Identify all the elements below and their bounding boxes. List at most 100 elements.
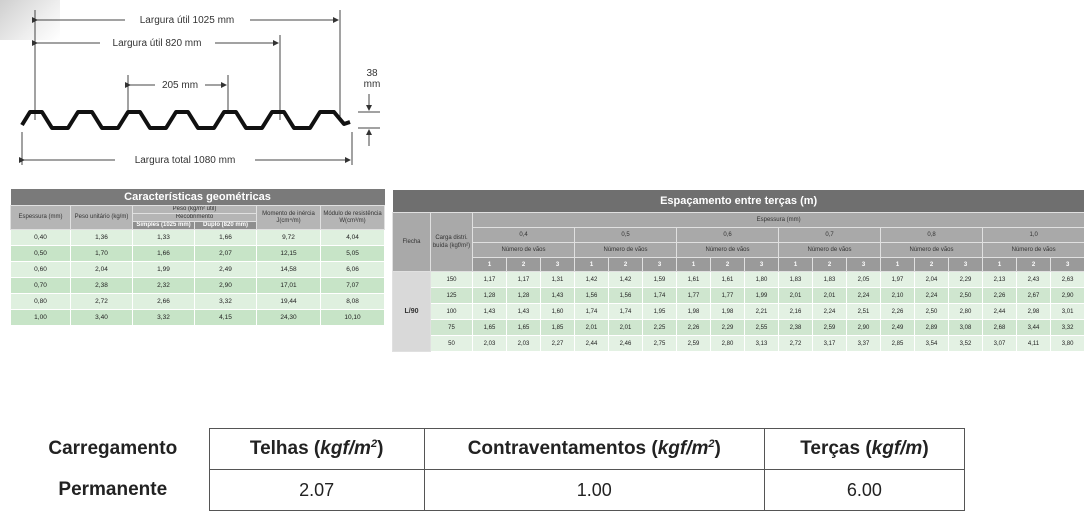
esp-value-cell: 2,50 xyxy=(914,303,949,320)
esp-span-header: 3 xyxy=(846,257,881,272)
loads-value-telhas: 2.07 xyxy=(208,469,425,511)
dim-useful-820: Largura útil 820 mm xyxy=(113,38,202,49)
esp-value-cell: 1,43 xyxy=(540,287,575,304)
geo-table-row: 0,40 1,36 1,33 1,66 9,72 4,04 xyxy=(10,229,386,246)
esp-table-row: 75 1,65 1,65 1,85 2,01 2,01 2,25 2,26 2,29 2,55 2,… xyxy=(393,319,1084,336)
esp-value-cell: 2,85 xyxy=(880,335,915,352)
geo-cell: 17,01 xyxy=(256,277,321,294)
esp-value-cell: 1,98 xyxy=(676,303,711,320)
esp-table-row: 125 1,28 1,28 1,43 1,56 1,56 1,74 1,77 1,77 1,99 2… xyxy=(393,287,1084,304)
geo-table-row: 1,00 3,40 3,32 4,15 24,30 10,10 xyxy=(10,309,386,326)
esp-span-header: 1 xyxy=(982,257,1017,272)
esp-value-cell: 2,13 xyxy=(982,271,1017,288)
geo-cell: 2,07 xyxy=(194,245,257,262)
esp-value-cell: 2,55 xyxy=(744,319,779,336)
geo-cell: 5,05 xyxy=(319,245,386,262)
esp-value-cell: 2,03 xyxy=(506,335,541,352)
esp-span-header: 3 xyxy=(744,257,779,272)
esp-value-cell: 2,90 xyxy=(846,319,881,336)
tile-profile-drawing: Largura útil 1025 mm Largura útil 820 mm… xyxy=(19,10,381,166)
esp-value-cell: 2,01 xyxy=(778,287,813,304)
esp-value-cell: 2,67 xyxy=(1016,287,1051,304)
esp-thickness-header: 0,4 xyxy=(472,227,575,243)
esp-value-cell: 3,80 xyxy=(1049,335,1084,352)
esp-value-cell: 2,38 xyxy=(778,319,813,336)
geo-cell: 1,36 xyxy=(70,229,133,246)
esp-value-cell: 2,26 xyxy=(880,303,915,320)
dim-useful-1025: Largura útil 1025 mm xyxy=(140,15,235,26)
esp-value-cell: 2,01 xyxy=(812,287,847,304)
esp-value-cell: 2,98 xyxy=(1016,303,1051,320)
esp-value-cell: 2,26 xyxy=(982,287,1017,304)
esp-vaos-header: Número de vãos xyxy=(574,242,677,258)
esp-value-cell: 1,31 xyxy=(540,271,575,288)
esp-value-cell: 1,74 xyxy=(642,287,677,304)
geo-cell: 19,44 xyxy=(256,293,321,310)
loads-row-label-1: Carregamento xyxy=(17,428,210,470)
esp-value-cell: 2,27 xyxy=(540,335,575,352)
esp-load-cell: 50 xyxy=(430,335,473,352)
esp-value-cell: 1,56 xyxy=(608,287,643,304)
geo-cell: 9,72 xyxy=(256,229,321,246)
esp-value-cell: 1,28 xyxy=(472,287,507,304)
esp-load-cell: 100 xyxy=(430,303,473,320)
esp-span-header: 2 xyxy=(914,257,949,272)
esp-value-cell: 2,24 xyxy=(846,287,881,304)
geo-cell: 2,90 xyxy=(194,277,257,294)
loads-row-label-2: Permanente xyxy=(17,469,210,511)
geo-header-modulo: Módulo de resistência W(cm³/m) xyxy=(319,205,386,230)
geo-cell: 2,72 xyxy=(70,293,133,310)
geo-cell: 1,33 xyxy=(132,229,195,246)
loads-header-telhas: Telhas (kgf/m2) xyxy=(208,428,425,470)
geo-table-row: 0,70 2,38 2,32 2,90 17,01 7,07 xyxy=(10,277,386,294)
geo-cell: 2,49 xyxy=(194,261,257,278)
esp-value-cell: 1,85 xyxy=(540,319,575,336)
esp-value-cell: 3,13 xyxy=(744,335,779,352)
esp-span-header: 1 xyxy=(778,257,813,272)
loads-value-tercas: 6.00 xyxy=(763,469,966,511)
dim-pitch: 205 mm xyxy=(162,80,198,91)
esp-flecha-value: L/90 xyxy=(392,271,431,352)
geo-cell: 1,00 xyxy=(10,309,71,326)
geo-table-row: 0,60 2,04 1,99 2,49 14,58 6,06 xyxy=(10,261,386,278)
geo-header-peso: Peso unitário (kg/m) xyxy=(70,205,133,230)
esp-vaos-header: Número de vãos xyxy=(981,242,1084,258)
esp-value-cell: 1,28 xyxy=(506,287,541,304)
geo-cell: 1,70 xyxy=(70,245,133,262)
geo-table-body: 0,40 1,36 1,33 1,66 9,72 4,04 0,50 1,70 1,66 2,07… xyxy=(10,229,386,326)
geo-cell: 7,07 xyxy=(319,277,386,294)
geo-cell: 2,66 xyxy=(132,293,195,310)
esp-value-cell: 1,61 xyxy=(710,271,745,288)
geo-header-simples: Simples (1025 mm) xyxy=(132,221,195,230)
esp-value-cell: 2,03 xyxy=(472,335,507,352)
geo-cell: 1,99 xyxy=(132,261,195,278)
geo-cell: 1,66 xyxy=(194,229,257,246)
esp-value-cell: 1,83 xyxy=(812,271,847,288)
geo-table-row: 0,80 2,72 2,66 3,32 19,44 8,08 xyxy=(10,293,386,310)
esp-thickness-header: 0,8 xyxy=(880,227,983,243)
esp-header-carga: Carga distri. buída (kgf/m²) xyxy=(430,212,473,272)
esp-vaos-header: Número de vãos xyxy=(676,242,779,258)
esp-value-cell: 2,72 xyxy=(778,335,813,352)
esp-value-cell: 2,44 xyxy=(574,335,609,352)
esp-value-cell: 2,75 xyxy=(642,335,677,352)
esp-value-cell: 2,44 xyxy=(982,303,1017,320)
geo-cell: 3,32 xyxy=(132,309,195,326)
geo-header-recobrimento: Recobrimento xyxy=(132,213,257,222)
geo-table-title: Características geométricas xyxy=(10,189,385,206)
esp-value-cell: 2,43 xyxy=(1016,271,1051,288)
esp-value-cell: 2,10 xyxy=(880,287,915,304)
geo-header-duplo: Duplo (820 mm) xyxy=(194,221,257,230)
esp-thickness-header: 1,0 xyxy=(981,227,1084,243)
esp-span-header: 3 xyxy=(540,257,575,272)
esp-value-cell: 3,32 xyxy=(1049,319,1084,336)
dim-height-unit: mm xyxy=(364,79,381,90)
esp-value-cell: 2,59 xyxy=(812,319,847,336)
esp-value-cell: 1,80 xyxy=(744,271,779,288)
esp-value-cell: 3,52 xyxy=(948,335,983,352)
esp-value-cell: 4,11 xyxy=(1016,335,1051,352)
esp-value-cell: 2,50 xyxy=(948,287,983,304)
esp-value-cell: 2,29 xyxy=(710,319,745,336)
esp-value-cell: 2,63 xyxy=(1049,271,1084,288)
esp-load-cell: 150 xyxy=(430,271,473,288)
